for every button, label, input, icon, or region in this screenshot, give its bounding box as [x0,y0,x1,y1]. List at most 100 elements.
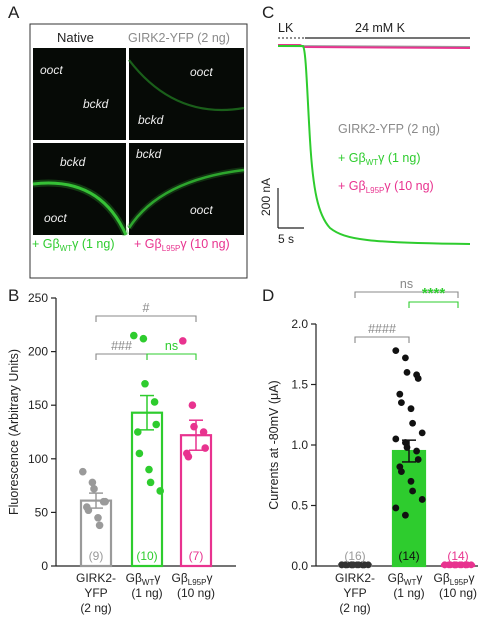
data-point [145,465,153,474]
category-sub: L95P [450,578,469,587]
y-axis-label: Currents at -80mV (μA) [267,380,281,509]
scale-y: 200 nA [259,178,273,216]
cell1-label2: bckd [83,97,109,111]
category-gamma: γ [206,571,212,585]
category-line: GIRK2- [335,571,375,585]
data-point [342,561,350,569]
data-point [84,506,93,515]
data-point [201,444,209,452]
data-point [413,447,420,455]
legend-girk: GIRK2-YFP (2 ng) [338,122,440,136]
category-dose: (10 ng) [177,586,215,600]
data-point [179,337,187,345]
category-gamma: γ [154,571,160,585]
panel-label-a: A [8,3,20,22]
category-dose: (1 ng) [131,586,162,600]
micrograph-girk-top [129,48,244,140]
category-gb: Gβ [434,571,450,585]
data-point [402,511,409,519]
data-point [418,496,426,503]
cell3-label1: bckd [60,155,86,169]
significance-bracket [408,301,459,308]
data-point [135,449,144,458]
data-point [141,379,149,388]
y-tick-label: 200 [28,345,48,359]
panel-a-micrographs: Native GIRK2-YFP (2 ng) ooct bckd ooct b… [29,23,248,279]
data-point [396,390,404,398]
category-sub: WT [142,578,155,587]
significance-label: #### [368,322,396,336]
y-tick-label: 0.0 [291,559,308,573]
category-label: GβWTγ (1 ng) [126,571,163,600]
significance-label: ### [111,339,132,353]
data-point [130,331,138,340]
y-tick-label: 2.0 [291,317,308,331]
header-native: Native [57,30,94,45]
label-lk: LK [278,21,294,35]
data-point [146,478,155,487]
data-point [150,398,159,406]
data-point [409,487,416,495]
n-label: (14) [398,549,419,563]
significance-bracket [354,336,410,343]
category-gamma: γ [416,571,422,585]
category-label: GβWTγ (1 ng) [388,571,425,600]
cell3-label2: ooct [44,211,67,225]
chart-b: 0 50 100 150 200 250 Fluorescence (Arbitrary U… [7,291,236,615]
category-dose: (1 ng) [393,586,424,600]
cell1-label1: ooct [40,63,63,77]
data-point [409,419,416,427]
data-point [392,504,400,512]
category-gamma: γ [468,571,474,585]
cell4-label1: bckd [136,147,162,161]
y-tick-label: 100 [28,452,48,466]
category-line: (2 ng) [80,601,111,615]
data-point [462,561,469,569]
cell4-label2: ooct [190,203,213,217]
data-point [398,399,405,407]
panel-c-traces: LK 24 mM K GIRK2-YFP (2 ng) + GβWTγ (1 n… [259,21,471,246]
significance-bracket [354,291,459,298]
data-point [414,456,422,463]
n-label: (16) [344,549,365,563]
y-tick-label: 1.5 [291,378,308,392]
category-label: GIRK2-YFP (2 ng) [335,571,375,615]
micrograph-native-top [33,48,126,140]
data-point [101,497,109,506]
category-sub: L95P [188,578,207,587]
significance-bracket [146,353,197,360]
significance-bracket [95,315,197,322]
y-tick-label: 0.5 [291,499,308,513]
category-line: (2 ng) [339,601,370,615]
data-point [184,452,193,461]
cell2-label1: ooct [190,65,213,79]
data-point [156,487,164,495]
data-point [441,561,449,569]
footer-wt: + GβWTγ (1 ng) [32,237,115,253]
data-point [403,444,411,451]
panel-label-c: C [262,3,274,22]
data-point [360,561,368,569]
category-line: GIRK2- [76,571,116,585]
data-point [407,477,415,485]
y-tick-label: 0 [41,559,48,573]
n-label: (7) [189,549,204,563]
legend-wt: + GβWTγ (1 ng) [338,151,421,167]
data-point [418,429,426,437]
data-point [88,478,97,487]
category-label: GβL95Pγ (10 ng) [434,571,477,600]
footer-mut: + GβL95Pγ (10 ng) [134,237,230,253]
y-tick-label: 50 [35,505,49,519]
panel-label-b: B [8,286,19,305]
cell2-label2: bckd [138,113,164,127]
y-axis-label: Fluorescence (Arbitrary Units) [7,349,21,515]
data-point [452,561,460,569]
data-point [190,422,198,431]
data-point [188,401,197,410]
category-line: YFP [84,586,107,600]
data-point [199,428,208,436]
scale-x: 5 s [278,232,294,246]
significance-label: ns [165,339,178,353]
category-gb: Gβ [388,571,404,585]
